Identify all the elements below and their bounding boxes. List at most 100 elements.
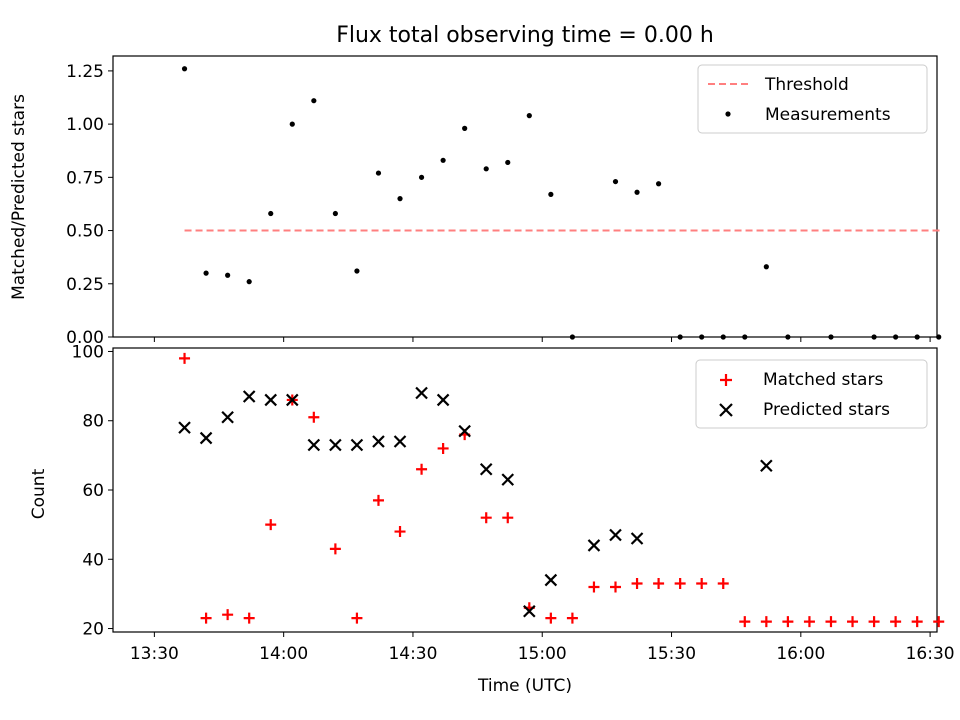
predicted-star-point <box>350 438 364 452</box>
matched-star-point <box>308 411 320 423</box>
legend-measurements-swatch <box>725 111 731 117</box>
matched-star-point <box>265 519 277 531</box>
measurement-point <box>569 334 576 340</box>
matched-star-point <box>416 463 428 475</box>
bottom-x-tick-label-6: 16:30 <box>906 644 955 664</box>
predicted-star-point <box>286 393 299 407</box>
predicted-star-point <box>393 435 407 448</box>
matched-star-point <box>739 616 751 628</box>
measurement-point <box>914 334 920 340</box>
predicted-star-point <box>630 532 644 545</box>
measurement-point <box>311 98 317 104</box>
measurement-point <box>505 159 511 166</box>
legend-threshold-label: Threshold <box>764 75 849 95</box>
measurement-point <box>742 334 748 340</box>
measurement-point <box>893 334 899 340</box>
predicted-star-point <box>329 438 342 452</box>
bottom-legend-box <box>695 359 928 429</box>
matched-star-point <box>588 581 600 593</box>
measurement-point <box>526 113 532 119</box>
measurement-point <box>225 272 231 278</box>
predicted-star-point <box>760 459 773 473</box>
measurement-point <box>634 189 640 195</box>
matched-star-point <box>200 612 212 624</box>
bottom-x-tick-label-2: 14:30 <box>388 644 437 664</box>
measurement-point <box>699 334 705 340</box>
bottom-x-tick-label-4: 15:30 <box>647 644 696 664</box>
top-y-axis-label: Matched/Predicted stars <box>9 94 29 300</box>
measurement-point <box>181 66 188 72</box>
matched-star-point <box>179 352 191 364</box>
matched-star-point <box>502 512 514 524</box>
measurement-point <box>936 334 942 340</box>
measurement-point <box>548 191 554 197</box>
measurement-point <box>612 178 619 185</box>
matched-star-point <box>696 578 708 590</box>
matched-star-point <box>631 578 643 590</box>
measurement-point <box>246 279 252 285</box>
legend-matched-label: Matched stars <box>763 370 883 390</box>
bottom-y-tick-label-2: 60 <box>82 481 104 501</box>
top-y-tick-label-2: 0.50 <box>66 222 104 242</box>
matched-star-point <box>243 612 255 624</box>
matched-star-point <box>868 616 880 628</box>
predicted-star-point <box>415 386 428 400</box>
predicted-star-point <box>436 393 450 407</box>
matched-star-point <box>911 616 923 628</box>
matched-star-point <box>351 612 363 624</box>
legend-measurements-label: Measurements <box>765 105 891 125</box>
measurement-point <box>785 334 791 340</box>
measurement-point <box>203 270 209 276</box>
measurement-point <box>828 334 834 340</box>
measurement-point <box>871 334 877 340</box>
matched-star-point <box>825 616 837 628</box>
legend-matched-swatch <box>720 374 732 386</box>
measurement-point <box>397 196 403 202</box>
matched-star-point <box>933 616 945 628</box>
bottom-y-tick-label-1: 40 <box>82 550 104 570</box>
top-y-tick-label-4: 1.00 <box>66 115 104 135</box>
bottom-x-tick-label-5: 16:00 <box>776 644 825 664</box>
measurement-point <box>354 268 360 274</box>
legend-predicted-label: Predicted stars <box>763 400 890 420</box>
matched-star-point <box>222 609 234 621</box>
predicted-star-point <box>264 393 278 407</box>
matched-star-point <box>566 612 578 624</box>
predicted-star-point <box>242 390 256 403</box>
matched-star-point <box>890 616 902 628</box>
matched-star-point <box>545 612 557 624</box>
measurement-point <box>268 210 274 217</box>
bottom-x-ticks: 13:30 14:00 14:30 15:00 15:30 16:00 16:30 <box>130 632 955 664</box>
bottom-x-tick-label-0: 13:30 <box>130 644 179 664</box>
bottom-x-tick-label-3: 15:00 <box>518 644 567 664</box>
matched-star-point <box>782 616 794 628</box>
matched-star-point <box>653 578 665 590</box>
measurement-point <box>462 125 468 131</box>
matched-star-point <box>760 616 772 628</box>
top-y-tick-label-5: 1.25 <box>66 62 104 82</box>
bottom-y-ticks: 20 40 60 80 100 <box>72 342 113 640</box>
matched-star-point <box>610 581 622 593</box>
bottom-y-axis-label: Count <box>29 468 49 519</box>
matched-star-point <box>847 616 859 628</box>
predicted-star-point <box>221 410 234 424</box>
top-chart-title: Flux total observing time = 0.00 h <box>336 23 714 48</box>
top-y-tick-label-0: 0.00 <box>66 328 104 348</box>
bottom-x-tick-label-1: 14:00 <box>259 644 308 664</box>
measurement-point <box>720 334 726 340</box>
predicted-star-point <box>178 421 191 434</box>
bottom-legend: Matched stars Predicted stars <box>695 359 928 429</box>
predicted-star-point <box>199 431 213 445</box>
measurement-point <box>763 264 769 270</box>
legend-predicted-swatch <box>719 403 733 417</box>
top-y-ticks: 0.00 0.25 0.50 0.75 1.00 1.25 <box>66 62 113 348</box>
matched-star-point <box>329 543 341 555</box>
top-plot-area <box>112 55 938 338</box>
measurement-point <box>655 181 662 187</box>
predicted-star-point <box>501 473 515 486</box>
bottom-y-tick-label-0: 20 <box>82 620 104 640</box>
predicted-star-point <box>458 424 471 438</box>
predicted-star-point <box>307 438 321 452</box>
matched-star-point <box>437 442 449 454</box>
